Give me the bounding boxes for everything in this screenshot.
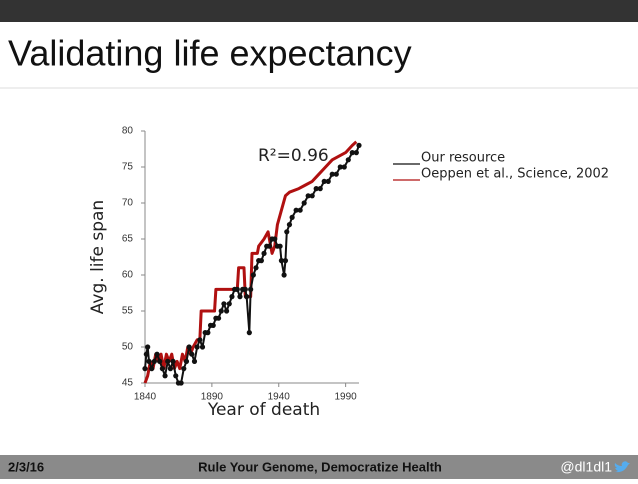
data-point	[353, 150, 359, 156]
legend-label: Oeppen et al., Science, 2002	[421, 167, 609, 182]
data-point	[321, 178, 327, 184]
y-tick-label: 55	[122, 306, 134, 317]
y-tick-label: 70	[122, 198, 134, 209]
data-point	[297, 207, 303, 213]
data-point	[157, 358, 163, 364]
twitter-icon	[614, 461, 630, 473]
data-point	[215, 315, 222, 321]
data-point	[337, 164, 343, 170]
y-tick-label: 80	[122, 126, 134, 137]
data-point	[145, 344, 151, 350]
data-point	[244, 294, 250, 300]
data-point	[165, 358, 171, 364]
data-point	[258, 258, 264, 264]
top-bar	[0, 0, 638, 22]
data-point	[277, 243, 283, 249]
data-point	[218, 308, 224, 314]
x-tick-label: 1940	[268, 392, 291, 403]
data-point	[197, 337, 203, 343]
data-point	[162, 373, 168, 379]
y-tick-label: 60	[122, 270, 134, 281]
data-point	[178, 380, 184, 386]
data-point	[349, 150, 355, 156]
data-point	[223, 308, 230, 314]
data-point	[278, 258, 285, 264]
footer-date: 2/3/16	[8, 459, 44, 474]
data-point	[146, 358, 152, 364]
data-point	[194, 344, 200, 350]
data-point	[272, 236, 278, 242]
data-point	[242, 286, 248, 292]
y-tick-label: 75	[122, 162, 134, 173]
footer-handle: @dl1dl1	[560, 459, 612, 475]
data-point	[205, 330, 211, 336]
data-point	[159, 366, 165, 372]
data-point	[154, 351, 160, 357]
series-line	[143, 140, 358, 384]
data-point	[284, 229, 290, 235]
x-tick-label: 1990	[335, 392, 358, 403]
data-point	[286, 222, 293, 228]
y-tick-label: 50	[122, 342, 134, 353]
data-point	[229, 294, 235, 300]
data-point	[305, 193, 311, 199]
data-point	[281, 272, 287, 278]
data-point	[149, 366, 155, 372]
footer-text: Rule Your Genome, Democratize Health	[198, 459, 442, 474]
data-point	[356, 142, 362, 148]
data-point	[226, 301, 232, 307]
y-axis-label: Avg. life span	[88, 200, 108, 314]
y-tick-label: 45	[122, 378, 134, 389]
data-point	[317, 186, 323, 192]
data-point	[313, 186, 319, 192]
data-point	[253, 265, 259, 271]
legend-label: Our resource	[421, 151, 505, 166]
data-point	[246, 330, 252, 336]
data-point	[221, 301, 227, 307]
data-point	[250, 272, 256, 278]
x-axis-label: Year of death	[207, 400, 320, 420]
data-point	[345, 157, 351, 163]
data-point	[210, 322, 216, 328]
data-point	[189, 351, 195, 357]
data-point	[329, 171, 335, 177]
data-point	[142, 366, 148, 372]
data-point	[301, 200, 307, 206]
data-point	[237, 294, 243, 300]
data-point	[151, 358, 157, 364]
data-point	[248, 286, 254, 292]
data-point	[289, 214, 295, 220]
data-point	[333, 171, 339, 177]
data-point	[173, 373, 179, 379]
data-point	[191, 358, 198, 364]
data-point	[309, 193, 315, 199]
y-tick-label: 65	[122, 234, 134, 245]
x-tick-label: 1840	[134, 392, 157, 403]
data-point	[199, 344, 206, 350]
data-point	[167, 366, 174, 372]
data-point	[181, 366, 187, 372]
x-tick-label: 1890	[201, 392, 224, 403]
r2-annotation: R²=0.96	[258, 146, 329, 166]
data-point	[234, 286, 240, 292]
data-point	[325, 178, 331, 184]
data-point	[183, 358, 190, 364]
data-point	[261, 250, 267, 256]
data-point	[293, 207, 299, 213]
data-point	[143, 351, 149, 357]
footer-bar	[0, 455, 638, 479]
data-point	[186, 344, 192, 350]
data-point	[266, 243, 272, 249]
data-point	[282, 258, 289, 264]
data-point	[170, 358, 176, 364]
data-point	[341, 164, 347, 170]
slide-title: Validating life expectancy	[8, 33, 412, 74]
